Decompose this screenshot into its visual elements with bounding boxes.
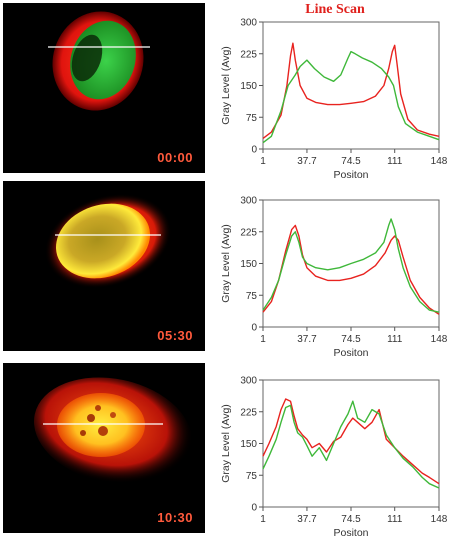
y-axis-label: Gray Level (Avg) [220, 46, 232, 125]
x-tick-label: 1 [260, 334, 266, 345]
timestamp-1: 00:00 [157, 150, 193, 165]
red-series-line [262, 224, 440, 315]
line-scan-chart-2: 0 75 150 225 300 1 37.7 74.5 111 148 Positon Gray L… [208, 192, 450, 367]
chart-svg-3: 0 75 150 225 300 1 37.7 74.5 111 148 Positon Gray L… [220, 376, 448, 540]
x-tick-label: 148 [431, 514, 448, 525]
cell-image-2 [44, 193, 172, 289]
y-tick-label: 0 [251, 503, 257, 514]
line-scan-chart-3: 0 75 150 225 300 1 37.7 74.5 111 148 Positon Gray L… [208, 372, 450, 547]
cell-image-3 [34, 377, 192, 485]
x-tick-label: 37.7 [297, 334, 317, 345]
x-tick-label: 74.5 [341, 514, 361, 525]
y-tick-label: 75 [246, 291, 258, 302]
line-scan-chart-1: 0 75 150 225 300 1 37.7 74.5 111 148 Positon Gray L… [208, 14, 450, 189]
y-tick-label: 300 [240, 376, 257, 387]
y-axis-label: Gray Level (Avg) [220, 224, 232, 303]
figure-title: Line Scan [305, 2, 365, 17]
x-tick-label: 148 [431, 156, 448, 167]
x-tick-label: 111 [387, 334, 403, 345]
chart-svg-1: 0 75 150 225 300 1 37.7 74.5 111 148 Positon Gray L… [220, 18, 448, 182]
micrograph-panel-2: 05:30 [3, 181, 205, 351]
micrograph-panel-1: 00:00 [3, 3, 205, 173]
y-tick-label: 300 [240, 196, 257, 207]
green-series-line [262, 50, 440, 144]
x-tick-label: 111 [387, 514, 403, 525]
chart-svg-2: 0 75 150 225 300 1 37.7 74.5 111 148 Positon Gray L… [220, 196, 448, 360]
y-tick-label: 150 [240, 81, 257, 92]
y-tick-label: 0 [251, 323, 257, 334]
micrograph-panel-3: 10:30 [3, 363, 205, 533]
x-tick-label: 111 [387, 156, 403, 167]
x-tick-label: 74.5 [341, 334, 361, 345]
y-tick-label: 75 [246, 471, 258, 482]
y-tick-label: 300 [240, 18, 257, 29]
x-tick-label: 74.5 [341, 156, 361, 167]
x-tick-label: 1 [260, 514, 266, 525]
x-tick-label: 1 [260, 156, 266, 167]
y-tick-label: 225 [240, 407, 257, 418]
red-series-line [262, 42, 440, 139]
y-tick-label: 150 [240, 259, 257, 270]
y-tick-label: 225 [240, 49, 257, 60]
x-tick-label: 37.7 [297, 156, 317, 167]
green-series-line [262, 400, 440, 489]
timestamp-3: 10:30 [157, 510, 193, 525]
green-series-line [262, 218, 440, 313]
y-tick-label: 75 [246, 113, 258, 124]
x-axis-label: Positon [333, 527, 368, 539]
x-tick-label: 148 [431, 334, 448, 345]
y-tick-label: 150 [240, 439, 257, 450]
x-axis-label: Positon [333, 169, 368, 181]
x-tick-label: 37.7 [297, 514, 317, 525]
timestamp-2: 05:30 [157, 328, 193, 343]
plot-frame [262, 379, 440, 508]
y-tick-label: 225 [240, 227, 257, 238]
cell-image-1 [48, 11, 150, 111]
plot-frame [262, 21, 440, 150]
x-axis-label: Positon [333, 347, 368, 359]
y-tick-label: 0 [251, 145, 257, 156]
y-axis-label: Gray Level (Avg) [220, 404, 232, 483]
